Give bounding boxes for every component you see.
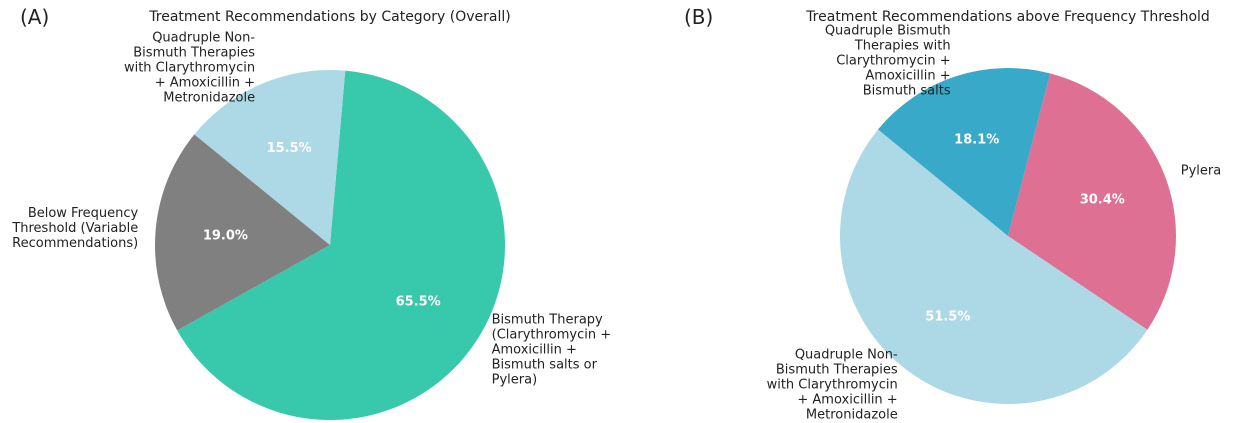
- slice-label: Quadruple Bismuth Therapies with Clarythro…: [825, 23, 951, 98]
- percent-label: 30.4%: [1080, 193, 1125, 208]
- percent-label: 18.1%: [954, 133, 999, 148]
- chart-title: Treatment Recommendations by Category (O…: [148, 9, 510, 25]
- pie-panel: (B) Treatment Recommendations above Frequ…: [684, 5, 1221, 422]
- percent-label: 65.5%: [396, 295, 441, 310]
- panel-label: (A): [20, 5, 49, 29]
- chart-title: Treatment Recommendations above Frequenc…: [805, 9, 1210, 25]
- percent-label: 51.5%: [925, 309, 970, 324]
- slice-label: Bismuth Therapy (Clarythromycin + Amoxicil…: [492, 312, 612, 387]
- slice-label: Quadruple Non-Bismuth Therapies with Clar…: [124, 30, 255, 105]
- percent-label: 15.5%: [267, 141, 312, 156]
- pie-slice: [839, 129, 1148, 405]
- pie-slice: [155, 134, 330, 331]
- pie-slice: [177, 70, 505, 420]
- panel-label: (B): [684, 5, 713, 29]
- slice-label: Quadruple Non-Bismuth Therapies with Clar…: [767, 347, 898, 422]
- percent-label: 19.0%: [203, 228, 248, 243]
- slice-label: Below Frequency Threshold (Variable Recomm…: [11, 206, 138, 251]
- pie-slice: [1008, 73, 1176, 330]
- slice-label: Pylera: [1181, 163, 1221, 178]
- pie-panel: (A) Treatment Recommendations by Category…: [11, 5, 611, 420]
- pie-slice: [194, 70, 346, 245]
- pie-slice: [878, 67, 1051, 237]
